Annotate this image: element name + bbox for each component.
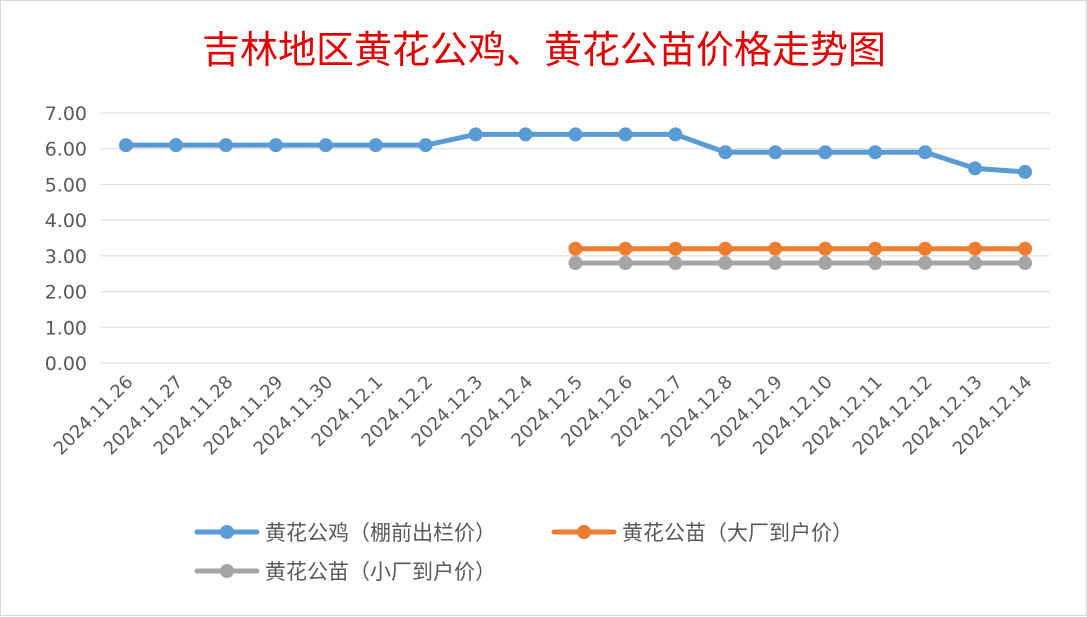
data-point xyxy=(568,256,583,270)
data-point xyxy=(118,138,133,153)
data-point xyxy=(968,256,983,270)
data-point xyxy=(168,138,183,153)
data-point xyxy=(718,145,733,160)
data-point xyxy=(318,138,333,153)
y-tick-label: 4.00 xyxy=(45,210,87,232)
y-tick-label: 1.00 xyxy=(45,317,87,339)
y-tick-label: 2.00 xyxy=(45,282,87,304)
data-point xyxy=(368,138,383,153)
data-point xyxy=(818,145,833,160)
data-point xyxy=(1018,241,1033,256)
data-point xyxy=(818,256,833,270)
y-tick-label: 0.00 xyxy=(45,353,87,375)
series-lines xyxy=(118,127,1033,270)
data-point xyxy=(768,241,783,256)
data-point xyxy=(768,145,783,160)
legend-label: 黄花公苗（大厂到户价） xyxy=(622,521,853,545)
data-point xyxy=(618,127,633,142)
data-point xyxy=(668,127,683,142)
series-1 xyxy=(118,127,1033,179)
legend: 黄花公鸡（棚前出栏价） 黄花公苗（大厂到户价） 黄花公苗（小厂到户价） xyxy=(194,521,853,584)
y-tick-label: 7.00 xyxy=(45,103,87,125)
data-point xyxy=(968,161,983,176)
data-point xyxy=(568,127,583,142)
data-point xyxy=(718,256,733,270)
data-point xyxy=(468,127,483,142)
y-axis-ticks: 0.00 1.00 2.00 3.00 4.00 5.00 6.00 7.00 xyxy=(45,103,87,375)
y-tick-label: 5.00 xyxy=(45,174,87,196)
legend-label: 黄花公苗（小厂到户价） xyxy=(265,560,496,584)
data-point xyxy=(868,256,883,270)
data-point xyxy=(968,241,983,256)
data-point xyxy=(918,145,933,160)
data-point xyxy=(568,241,583,256)
data-point xyxy=(818,241,833,256)
data-point xyxy=(868,145,883,160)
data-point xyxy=(718,241,733,256)
data-point xyxy=(268,138,283,153)
data-point xyxy=(1018,164,1033,179)
data-point xyxy=(918,241,933,256)
legend-swatch-marker xyxy=(220,564,234,578)
data-point xyxy=(518,127,533,142)
data-point xyxy=(668,241,683,256)
y-tick-label: 3.00 xyxy=(45,246,87,268)
legend-item: 黄花公苗（小厂到户价） xyxy=(194,560,496,584)
legend-swatch-marker xyxy=(577,525,591,539)
series-3 xyxy=(568,256,1033,270)
legend-label: 黄花公鸡（棚前出栏价） xyxy=(265,521,496,545)
data-point xyxy=(768,256,783,270)
legend-swatch-marker xyxy=(220,525,234,539)
data-point xyxy=(868,241,883,256)
series-2 xyxy=(568,241,1033,256)
data-point xyxy=(668,256,683,270)
data-point xyxy=(218,138,233,153)
y-tick-label: 6.00 xyxy=(45,139,87,161)
data-point xyxy=(918,256,933,270)
data-point xyxy=(1018,256,1033,270)
data-point xyxy=(418,138,433,153)
legend-item: 黄花公鸡（棚前出栏价） xyxy=(194,521,496,545)
chart-title: 吉林地区黄花公鸡、黄花公苗价格走势图 xyxy=(202,28,886,72)
data-point xyxy=(618,256,633,270)
data-point xyxy=(618,241,633,256)
legend-item: 黄花公苗（大厂到户价） xyxy=(551,521,853,545)
x-axis-ticks: 2024.11.262024.11.272024.11.282024.11.29… xyxy=(50,372,1037,460)
grid-lines xyxy=(101,112,1050,364)
